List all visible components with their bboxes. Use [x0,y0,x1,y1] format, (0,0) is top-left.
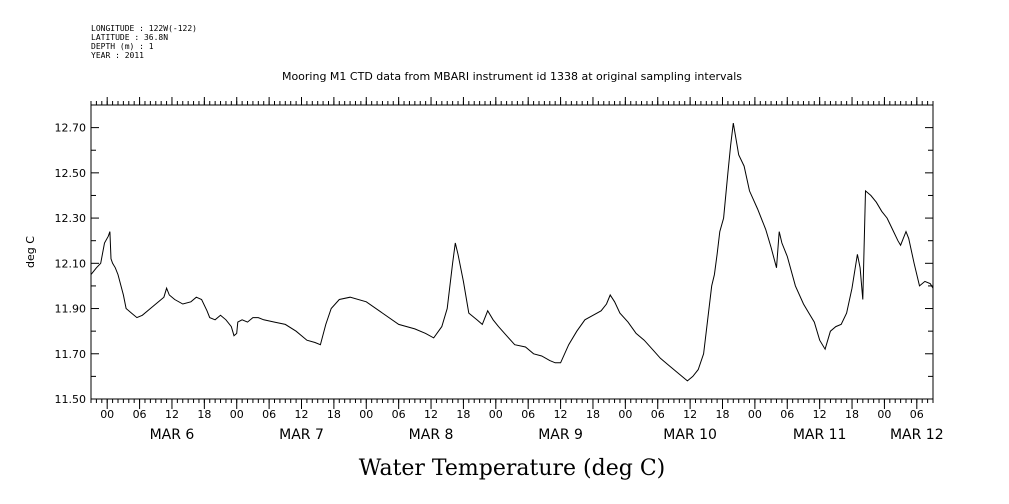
date-label: MAR 12 [890,427,944,443]
y-tick-label: 12.50 [55,167,87,180]
x-tick-label: 12 [683,408,697,421]
x-tick-label: 06 [780,408,794,421]
x-tick-label: 06 [392,408,406,421]
x-tick-label: 18 [327,408,341,421]
chart-title: Mooring M1 CTD data from MBARI instrumen… [282,70,742,83]
x-tick-label: 18 [845,408,859,421]
x-tick-label: 06 [521,408,535,421]
x-tick-label: 18 [456,408,470,421]
x-tick-label: 00 [489,408,503,421]
x-tick-label: 06 [133,408,147,421]
x-tick-label: 06 [262,408,276,421]
x-minor-ticks [90,101,934,403]
plot-frame [90,104,934,400]
x-tick-label: 00 [100,408,114,421]
meta-line-longitude: LONGITUDE : 122W(-122) [91,24,197,33]
x-tick-label: 12 [424,408,438,421]
x-tick-label: 12 [554,408,568,421]
x-axis: 00 06 12 18 00 06 12 18 00 06 12 18 00 06 12 18 00 06 12 18… [100,97,944,443]
meta-line-year: YEAR : 2011 [91,51,144,60]
y-tick-label: 12.30 [55,212,87,225]
x-tick-label: 12 [295,408,309,421]
y-tick-label: 11.90 [55,303,87,316]
date-label: MAR 10 [663,427,717,443]
date-label: MAR 6 [150,427,195,443]
x-tick-label: 00 [877,408,891,421]
y-tick-label: 11.70 [55,348,87,361]
series-line [90,123,934,382]
y-axis-label: deg C [24,236,37,268]
x-tick-label: 12 [165,408,179,421]
x-tick-label: 06 [651,408,665,421]
x-tick-label: 06 [910,408,924,421]
meta-line-depth: DEPTH (m) : 1 [91,42,154,51]
x-tick-label: 18 [716,408,730,421]
y-tick-label: 12.10 [55,257,87,270]
y-tick-label: 11.50 [55,393,87,406]
x-tick-label: 00 [359,408,373,421]
x-tick-label: 00 [230,408,244,421]
x-tick-label: 00 [618,408,632,421]
x-tick-label: 12 [813,408,827,421]
meta-line-latitude: LATITUDE : 36.8N [91,33,168,42]
date-label: MAR 9 [538,427,583,443]
x-tick-label: 18 [586,408,600,421]
x-axis-title: Water Temperature (deg C) [359,456,666,481]
y-tick-label: 12.70 [55,122,87,135]
x-tick-label: 18 [197,408,211,421]
date-label: MAR 11 [793,427,847,443]
date-label: MAR 7 [279,427,324,443]
date-label: MAR 8 [409,427,454,443]
metadata-block: LONGITUDE : 122W(-122) LATITUDE : 36.8N … [91,24,197,60]
x-tick-label: 00 [748,408,762,421]
y-axis: 11.50 11.70 11.90 12.10 12.30 12.50 12.70 [55,122,933,406]
